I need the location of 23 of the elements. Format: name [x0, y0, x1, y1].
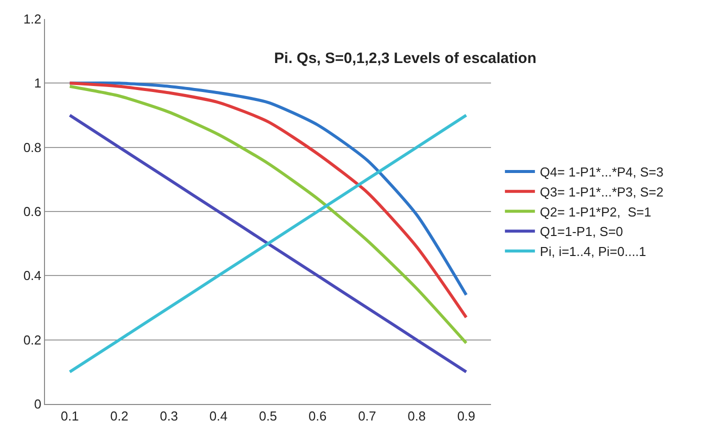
x-tick-label: 0.1: [60, 408, 79, 424]
x-tick-label: 0.6: [308, 408, 327, 424]
legend-label: Q2= 1-P1*P2, S=1: [540, 204, 652, 220]
legend-label: Pi, i=1..4, Pi=0....1: [540, 244, 646, 260]
x-tick-label: 0.2: [110, 408, 128, 424]
x-tick-label: 0.4: [209, 408, 228, 424]
y-tick-label: 0.8: [23, 140, 42, 155]
x-tick-label: 0.3: [160, 408, 178, 424]
y-tick-label: 0.4: [23, 268, 42, 284]
y-tick-label: 0.2: [23, 332, 42, 348]
text: Pi. Qs, S=0,1,2,3 Levels of escalation: [274, 50, 536, 68]
x-tick-label: 0.5: [258, 408, 278, 424]
line-series: [68, 114, 468, 374]
y-tick-label: 0: [34, 396, 42, 412]
x-tick-label: 0.7: [358, 408, 376, 424]
legend-label: Q4= 1-P1*...*P4, S=3: [540, 164, 664, 180]
y-tick-label: 0.6: [23, 204, 42, 220]
legend-label: Q1=1-P1, S=0: [540, 224, 624, 240]
x-tick-label: 0.8: [408, 408, 426, 424]
legend-label: Q3= 1-P1*...*P3, S=2: [540, 184, 664, 200]
x-tick-label: 0.9: [457, 408, 476, 424]
y-tick-label: 1: [34, 76, 42, 91]
y-tick-label: 1.2: [23, 12, 42, 27]
